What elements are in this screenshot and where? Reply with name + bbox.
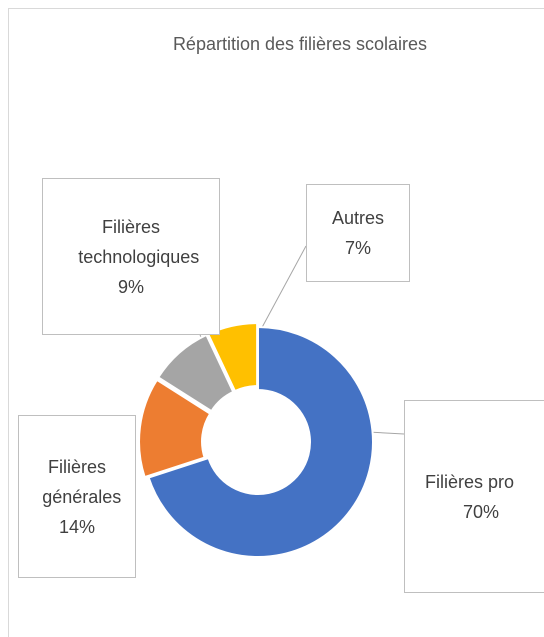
- donut-slice: [206, 322, 259, 393]
- label-category: Filières technologiques: [78, 216, 200, 267]
- donut-slice: [147, 325, 374, 558]
- label-value: 9%: [117, 276, 144, 297]
- chart-title: Répartition des filières scolaires: [172, 34, 428, 54]
- data-label: Filières générales 14%: [18, 415, 136, 578]
- chart-frame: [8, 8, 544, 637]
- label-category: Filières générales: [42, 456, 122, 507]
- label-category: Filières pro: [425, 471, 515, 492]
- label-value: 70%: [463, 501, 500, 522]
- data-label: Autres 7%: [306, 184, 410, 282]
- label-value: 14%: [58, 516, 96, 537]
- label-value: 7%: [344, 238, 371, 258]
- data-label: Filières technologiques 9%: [42, 178, 220, 335]
- label-category: Autres: [331, 208, 385, 228]
- donut-slice: [138, 378, 212, 479]
- data-label: Filières pro 70%: [404, 400, 544, 593]
